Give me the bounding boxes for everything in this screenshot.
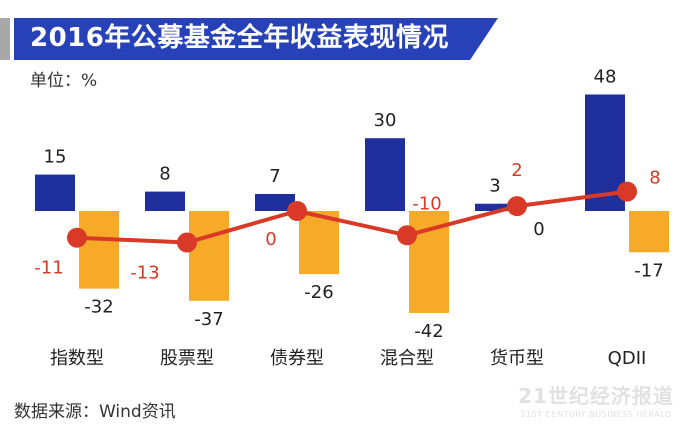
bar-blue-2 [255, 194, 295, 211]
label-line-0: -11 [34, 258, 63, 279]
bar-blue-4 [475, 203, 515, 211]
bar-orange-0 [79, 211, 119, 289]
bar-orange-1 [189, 211, 229, 301]
category-label-2: 债券型 [270, 348, 324, 369]
watermark-logo: 21世纪经济报道 21ST CENTURY BUSINESS HERALD [506, 380, 686, 419]
label-orange-5: -17 [634, 260, 663, 281]
watermark-main: 21世纪经济报道 [518, 384, 674, 408]
line-point-4 [507, 196, 527, 217]
unit-label: 单位：% [30, 71, 98, 91]
source-label: 数据来源：Wind资讯 [14, 402, 176, 422]
line-point-5 [617, 181, 637, 202]
title-banner [0, 18, 498, 60]
label-line-1: -13 [130, 263, 159, 284]
label-blue-0: 15 [44, 147, 67, 168]
bar-blue-3 [365, 138, 405, 211]
label-blue-4: 3 [489, 176, 500, 197]
label-blue-3: 30 [374, 110, 397, 131]
chart-title: 2016年公募基金全年收益表现情况 [30, 23, 449, 53]
label-orange-3: -42 [414, 321, 443, 342]
label-line-5: 8 [649, 168, 660, 189]
bar-orange-2 [299, 211, 339, 275]
label-line-2: 0 [265, 229, 276, 250]
label-orange-4: 0 [533, 219, 544, 240]
label-blue-1: 8 [159, 164, 170, 185]
banner-background [14, 18, 498, 60]
bar-blue-1 [145, 191, 185, 211]
category-label-0: 指数型 [50, 348, 104, 369]
line-point-0 [67, 227, 87, 248]
watermark-sub: 21ST CENTURY BUSINESS HERALD [520, 410, 672, 419]
line-series [76, 189, 628, 245]
label-orange-2: -26 [304, 282, 333, 303]
label-blue-5: 48 [594, 67, 617, 88]
category-label-3: 混合型 [380, 348, 434, 369]
bar-orange-5 [629, 211, 669, 253]
label-line-4: 2 [511, 160, 522, 181]
category-label-4: 货币型 [490, 348, 544, 369]
line-point-2 [287, 201, 307, 221]
banner-accent [0, 18, 10, 60]
category-label-5: QDII [608, 348, 647, 369]
label-orange-1: -37 [194, 309, 223, 330]
label-blue-2: 7 [269, 166, 280, 187]
line-point-3 [397, 225, 417, 246]
bar-blue-0 [35, 174, 75, 211]
line-point-1 [177, 232, 197, 253]
label-line-3: -10 [412, 193, 441, 214]
label-orange-0: -32 [84, 297, 113, 318]
category-label-1: 股票型 [160, 348, 214, 369]
